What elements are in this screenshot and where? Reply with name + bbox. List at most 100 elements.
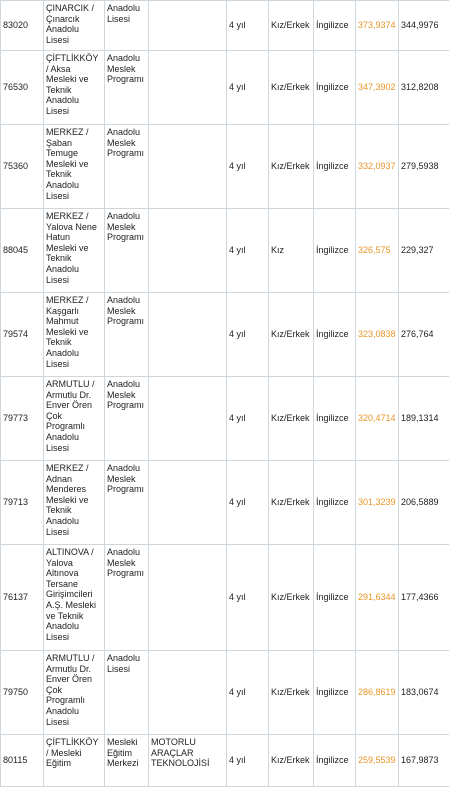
cell-field <box>149 461 227 545</box>
cell-score-max: 332,0937 <box>356 125 399 209</box>
cell-score-max: 320,4714 <box>356 377 399 461</box>
cell-gender: Kız/Erkek <box>269 545 314 651</box>
table-row[interactable]: 79773 ARMUTLU / Armutlu Dr. Enver Ören Ç… <box>1 377 449 461</box>
cell-school: ALTINOVA / Yalova Altınova Tersane Giriş… <box>44 545 105 651</box>
table-row[interactable]: 88045 MERKEZ / Yalova Nene Hatun Mesleki… <box>1 209 449 293</box>
table-row[interactable]: 79713 MERKEZ / Adnan Menderes Mesleki ve… <box>1 461 449 545</box>
table-row[interactable]: 80115 ÇİFTLİKKÖY / Mesleki Eğitim Meslek… <box>1 735 449 787</box>
cell-field: MOTORLU ARAÇLAR TEKNOLOJİSİ <box>149 735 227 787</box>
cell-school: ÇİFTLİKKÖY / Aksa Mesleki ve Teknik Anad… <box>44 51 105 125</box>
cell-language: İngilizce <box>314 377 356 461</box>
cell-school: MERKEZ / Yalova Nene Hatun Mesleki ve Te… <box>44 209 105 293</box>
cell-type: Anadolu Lisesi <box>105 1 149 51</box>
cell-duration: 4 yıl <box>227 377 269 461</box>
cell-duration: 4 yıl <box>227 651 269 735</box>
cell-score-min: 344,9976 <box>399 1 449 51</box>
cell-gender: Kız/Erkek <box>269 377 314 461</box>
cell-language: İngilizce <box>314 1 356 51</box>
cell-school: ÇİFTLİKKÖY / Mesleki Eğitim <box>44 735 105 787</box>
cell-code: 79574 <box>1 293 44 377</box>
cell-code: 80115 <box>1 735 44 787</box>
cell-duration: 4 yıl <box>227 125 269 209</box>
cell-code: 79773 <box>1 377 44 461</box>
cell-school: ARMUTLU / Armutlu Dr. Enver Ören Çok Pro… <box>44 651 105 735</box>
cell-score-max: 373,9374 <box>356 1 399 51</box>
cell-score-max: 323,0838 <box>356 293 399 377</box>
cell-code: 76137 <box>1 545 44 651</box>
cell-school: ÇINARCIK / Çınarcık Anadolu Lisesi <box>44 1 105 51</box>
cell-score-max: 326,575 <box>356 209 399 293</box>
cell-school: MERKEZ / Kaşgarlı Mahmut Mesleki ve Tekn… <box>44 293 105 377</box>
cell-duration: 4 yıl <box>227 51 269 125</box>
cell-gender: Kız/Erkek <box>269 735 314 787</box>
cell-score-min: 279,5938 <box>399 125 449 209</box>
cell-language: İngilizce <box>314 209 356 293</box>
cell-score-min: 229,327 <box>399 209 449 293</box>
cell-code: 83020 <box>1 1 44 51</box>
cell-score-max: 301,3239 <box>356 461 399 545</box>
cell-type: Mesleki Eğitim Merkezi <box>105 735 149 787</box>
cell-field <box>149 377 227 461</box>
cell-score-min: 183,0674 <box>399 651 449 735</box>
cell-duration: 4 yıl <box>227 1 269 51</box>
cell-gender: Kız <box>269 209 314 293</box>
cell-score-min: 189,1314 <box>399 377 449 461</box>
cell-type: Anadolu Meslek Programı <box>105 545 149 651</box>
cell-type: Anadolu Meslek Programı <box>105 209 149 293</box>
cell-duration: 4 yıl <box>227 461 269 545</box>
cell-language: İngilizce <box>314 51 356 125</box>
cell-school: MERKEZ / Adnan Menderes Mesleki ve Tekni… <box>44 461 105 545</box>
cell-score-max: 291,6344 <box>356 545 399 651</box>
table-row[interactable]: 83020 ÇINARCIK / Çınarcık Anadolu Lisesi… <box>1 1 449 51</box>
cell-language: İngilizce <box>314 735 356 787</box>
cell-code: 76530 <box>1 51 44 125</box>
cell-field <box>149 209 227 293</box>
cell-gender: Kız/Erkek <box>269 293 314 377</box>
cell-score-min: 206,5889 <box>399 461 449 545</box>
cell-score-min: 312,8208 <box>399 51 449 125</box>
cell-gender: Kız/Erkek <box>269 461 314 545</box>
cell-type: Anadolu Meslek Programı <box>105 461 149 545</box>
cell-language: İngilizce <box>314 545 356 651</box>
cell-language: İngilizce <box>314 125 356 209</box>
cell-code: 75360 <box>1 125 44 209</box>
cell-language: İngilizce <box>314 461 356 545</box>
cell-code: 88045 <box>1 209 44 293</box>
cell-field <box>149 651 227 735</box>
cell-field <box>149 1 227 51</box>
cell-gender: Kız/Erkek <box>269 51 314 125</box>
cell-field <box>149 545 227 651</box>
cell-score-max: 347,3902 <box>356 51 399 125</box>
table-row[interactable]: 76137 ALTINOVA / Yalova Altınova Tersane… <box>1 545 449 651</box>
cell-field <box>149 293 227 377</box>
cell-duration: 4 yıl <box>227 735 269 787</box>
cell-field <box>149 125 227 209</box>
cell-duration: 4 yıl <box>227 293 269 377</box>
cell-field <box>149 51 227 125</box>
cell-duration: 4 yıl <box>227 209 269 293</box>
cell-school: MERKEZ / Şaban Temuge Mesleki ve Teknik … <box>44 125 105 209</box>
cell-school: ARMUTLU / Armutlu Dr. Enver Ören Çok Pro… <box>44 377 105 461</box>
table-row[interactable]: 79574 MERKEZ / Kaşgarlı Mahmut Mesleki v… <box>1 293 449 377</box>
cell-type: Anadolu Meslek Programı <box>105 293 149 377</box>
table-row[interactable]: 76530 ÇİFTLİKKÖY / Aksa Mesleki ve Tekni… <box>1 51 449 125</box>
cell-score-min: 276,764 <box>399 293 449 377</box>
cell-type: Anadolu Lisesi <box>105 651 149 735</box>
cell-type: Anadolu Meslek Programı <box>105 125 149 209</box>
cell-gender: Kız/Erkek <box>269 1 314 51</box>
cell-gender: Kız/Erkek <box>269 125 314 209</box>
cell-type: Anadolu Meslek Programı <box>105 377 149 461</box>
cell-score-max: 286,8619 <box>356 651 399 735</box>
cell-score-min: 177,4366 <box>399 545 449 651</box>
cell-language: İngilizce <box>314 293 356 377</box>
cell-language: İngilizce <box>314 651 356 735</box>
cell-gender: Kız/Erkek <box>269 651 314 735</box>
cell-score-min: 167,9873 <box>399 735 449 787</box>
table-row[interactable]: 79750 ARMUTLU / Armutlu Dr. Enver Ören Ç… <box>1 651 449 735</box>
cell-duration: 4 yıl <box>227 545 269 651</box>
cell-code: 79750 <box>1 651 44 735</box>
cell-code: 79713 <box>1 461 44 545</box>
table-row[interactable]: 75360 MERKEZ / Şaban Temuge Mesleki ve T… <box>1 125 449 209</box>
cell-type: Anadolu Meslek Programı <box>105 51 149 125</box>
